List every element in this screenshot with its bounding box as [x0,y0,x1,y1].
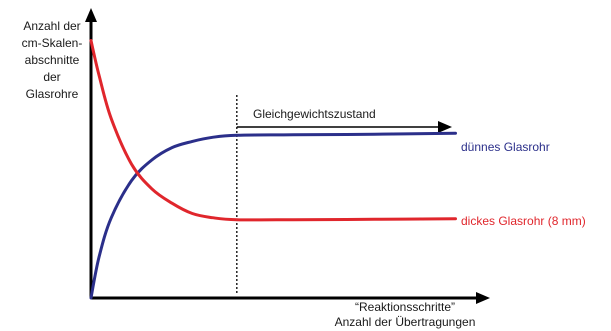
series-label-thick-tube: dickes Glasrohr (8 mm) [461,214,586,228]
y-axis-label-line: Anzahl der [23,19,80,33]
equilibrium-arrow-head [438,121,452,133]
y-axis-label: Anzahl der cm-Skalen- abschnitte der Gla… [22,19,83,101]
equilibrium-annotation: Gleichgewichtszustand [253,107,376,121]
series-line-thick-tube [89,39,457,222]
x-axis-arrow [476,292,490,304]
x-axis-label-line: “Reaktionsschritte” [355,300,455,314]
y-axis-arrow [85,8,97,22]
series-line-thin-tube [89,131,457,300]
x-axis-label: “Reaktionsschritte” Anzahl der Übertragu… [335,300,476,329]
series-label-thin-tube: dünnes Glasrohr [461,140,550,154]
y-axis-label-line: der [43,70,60,84]
x-axis-label-line: Anzahl der Übertragungen [335,315,476,329]
plot-area: Gleichgewichtszustand dünnes Glasrohr dick… [85,8,586,304]
y-axis-label-line: cm-Skalen- [22,36,83,50]
y-axis-label-line: Glasrohre [26,87,79,101]
y-axis-label-line: abschnitte [25,53,80,67]
